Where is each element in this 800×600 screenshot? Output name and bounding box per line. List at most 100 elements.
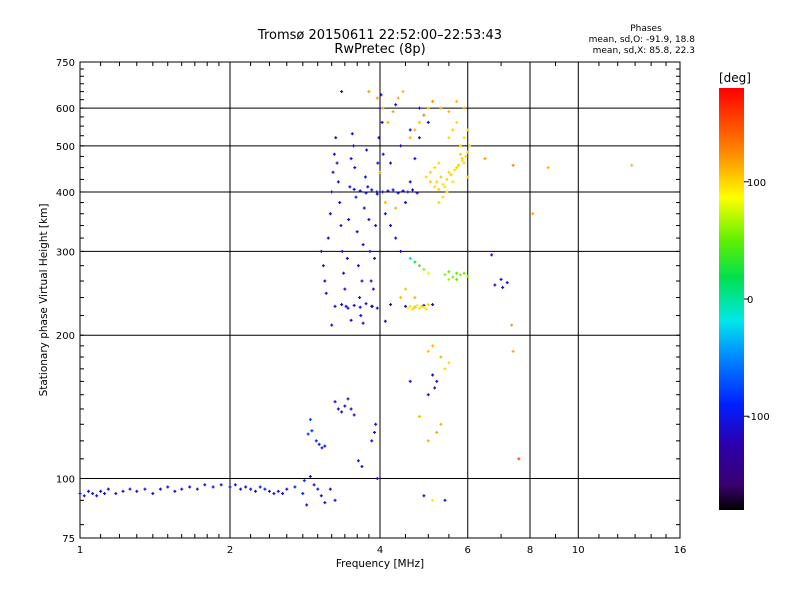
data-point: [91, 492, 95, 496]
data-point: [408, 180, 412, 184]
data-point: [374, 422, 378, 426]
data-point: [386, 189, 390, 193]
x-tick-label: 6: [465, 545, 471, 556]
data-point: [358, 305, 362, 309]
data-point: [378, 170, 382, 174]
data-point: [349, 318, 353, 322]
data-point: [417, 136, 421, 140]
data-point: [361, 243, 365, 247]
data-point: [546, 166, 550, 170]
data-point: [391, 188, 395, 192]
colorbar-label: [deg]: [719, 71, 751, 85]
data-point: [413, 305, 417, 309]
data-point: [383, 212, 387, 216]
data-point: [424, 175, 428, 179]
data-point: [445, 190, 449, 194]
data-point: [490, 253, 494, 257]
data-point: [408, 136, 412, 140]
data-point: [195, 487, 199, 491]
data-point: [354, 195, 358, 199]
data-point: [333, 304, 337, 308]
data-point: [451, 128, 455, 132]
data-point: [364, 302, 368, 306]
data-point: [331, 170, 335, 174]
data-point: [389, 224, 393, 228]
data-point: [263, 487, 267, 491]
data-point: [417, 414, 421, 418]
data-point: [457, 163, 461, 167]
data-point: [439, 355, 443, 359]
data-point: [348, 185, 352, 189]
data-point: [501, 285, 505, 289]
data-point: [422, 494, 426, 498]
x-tick-label: 1: [77, 545, 83, 556]
data-point: [445, 177, 449, 181]
data-point: [336, 407, 340, 411]
data-point: [455, 166, 459, 170]
data-point: [151, 492, 155, 496]
data-point: [336, 180, 340, 184]
data-point: [312, 483, 316, 487]
data-point: [483, 157, 487, 161]
y-tick-label: 75: [62, 534, 75, 545]
y-tick-label: 200: [56, 331, 75, 342]
data-point: [447, 361, 451, 365]
data-point: [413, 260, 417, 264]
data-point: [443, 273, 447, 277]
data-point: [464, 154, 468, 158]
data-point: [428, 180, 432, 184]
data-point: [441, 195, 445, 199]
data-point: [437, 201, 441, 205]
data-point: [426, 106, 430, 110]
data-point: [426, 120, 430, 124]
data-point: [321, 264, 325, 268]
data-point: [408, 304, 412, 308]
data-point: [428, 170, 432, 174]
data-point: [366, 185, 370, 189]
data-point: [158, 487, 162, 491]
y-tick-label: 400: [56, 188, 75, 199]
data-point: [319, 249, 323, 253]
data-point: [394, 236, 398, 240]
data-point: [375, 477, 379, 481]
data-point: [462, 106, 466, 110]
data-point: [293, 485, 297, 489]
data-point: [360, 464, 364, 468]
data-point: [417, 264, 421, 268]
data-point: [433, 185, 437, 189]
data-point: [415, 191, 419, 195]
data-point: [373, 430, 377, 434]
data-point: [228, 485, 232, 489]
y-tick-label: 100: [56, 475, 75, 486]
data-point: [458, 152, 462, 156]
x-tick-label: 4: [377, 545, 383, 556]
data-point: [353, 166, 357, 170]
data-point: [360, 279, 364, 283]
data-point: [352, 303, 356, 307]
data-point: [510, 323, 514, 327]
data-point: [328, 212, 332, 216]
data-point: [630, 163, 634, 167]
data-point: [406, 306, 410, 310]
data-point: [346, 397, 350, 401]
data-point: [361, 321, 365, 325]
data-point: [422, 305, 426, 309]
colorbar-tick-label: -100: [747, 412, 770, 423]
colorbar-ticks: 100 0 -100: [744, 178, 770, 423]
data-point: [349, 407, 353, 411]
data-point: [408, 379, 412, 383]
data-point: [103, 492, 107, 496]
stats-heading: Phases: [630, 24, 662, 34]
chart-subtitle: RwPretec (8p): [334, 42, 425, 57]
data-point: [417, 306, 421, 310]
data-point: [308, 418, 312, 422]
data-point: [310, 429, 314, 433]
data-point: [451, 275, 455, 279]
data-point: [359, 314, 363, 318]
data-point: [317, 442, 321, 446]
data-point: [443, 498, 447, 502]
data-point: [239, 487, 243, 491]
data-point: [330, 323, 334, 327]
data-point: [370, 439, 374, 443]
data-point: [408, 256, 412, 260]
